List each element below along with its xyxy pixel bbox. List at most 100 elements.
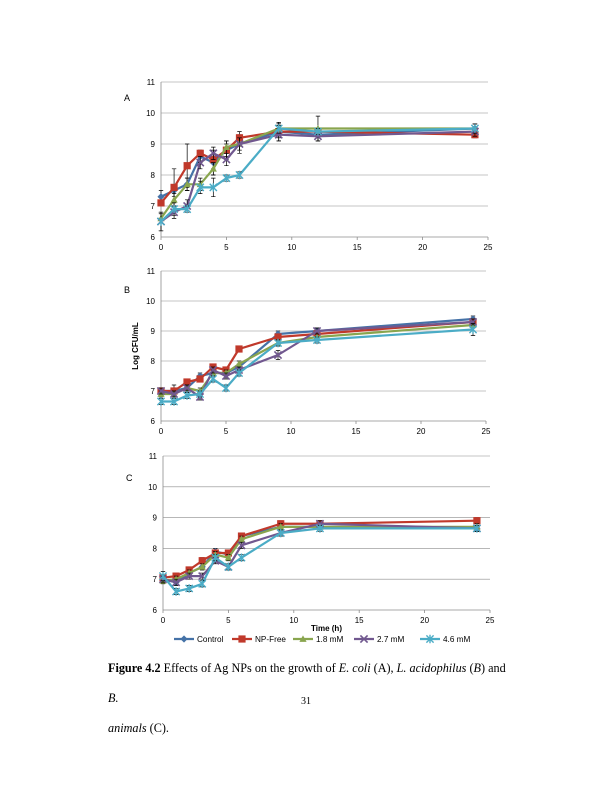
data-point — [198, 563, 206, 570]
x-tick-label: 5 — [224, 427, 229, 436]
data-point — [235, 345, 243, 353]
y-tick-label: 7 — [151, 387, 156, 396]
data-point — [221, 371, 231, 381]
data-point — [171, 587, 181, 596]
series-line — [162, 525, 477, 582]
data-point — [237, 553, 246, 562]
data-point — [237, 535, 246, 543]
data-point — [237, 541, 246, 550]
data-point — [234, 368, 244, 378]
chart-panel-C: 6 7 8 9 10 11 0 5 10 15 20 25 C Time (h) — [126, 452, 495, 633]
y-tick-label: 6 — [151, 233, 156, 242]
data-point — [312, 326, 322, 336]
data-point — [198, 579, 207, 589]
legend-label: 1.8 mM — [316, 635, 343, 644]
series-line — [161, 328, 474, 403]
data-point — [235, 170, 244, 180]
y-tick-label: 11 — [147, 267, 156, 276]
caption-label: Figure 4.2 — [108, 661, 161, 675]
series-4-6-mm — [158, 524, 482, 596]
x-tick-label: 20 — [420, 616, 429, 625]
data-point — [472, 524, 482, 533]
data-point — [222, 143, 230, 150]
data-point — [315, 524, 325, 533]
data-point — [224, 549, 232, 557]
data-point — [274, 124, 283, 133]
y-tick-label: 9 — [153, 514, 158, 523]
data-point — [183, 378, 191, 386]
legend-marker — [180, 635, 188, 643]
series-line — [160, 130, 475, 204]
data-point — [171, 578, 181, 587]
x-tick-label: 5 — [226, 616, 231, 625]
panel-label: B — [124, 285, 130, 295]
figure-caption: Figure 4.2 Effects of Ag NPs on the grow… — [108, 653, 518, 743]
data-point — [157, 199, 165, 207]
caption-text: (A), — [370, 661, 397, 675]
series-line — [162, 525, 477, 584]
data-point — [170, 196, 178, 203]
data-point — [470, 124, 480, 133]
y-tick-label: 6 — [153, 606, 158, 615]
data-point — [196, 149, 204, 157]
x-tick-label: 25 — [484, 243, 493, 252]
series-line — [162, 527, 477, 593]
data-point — [182, 391, 192, 400]
data-point — [170, 183, 178, 191]
data-point — [156, 397, 166, 406]
data-point — [276, 528, 285, 538]
y-tick-label: 8 — [151, 357, 156, 366]
y-tick-label: 8 — [153, 544, 158, 553]
data-point — [156, 217, 166, 226]
data-point — [157, 193, 165, 201]
series-2-7-mm — [156, 317, 478, 402]
data-point — [209, 183, 218, 192]
y-axis-title: Log CFU/mL — [131, 322, 140, 370]
data-point — [184, 571, 194, 581]
series-4-6-mm — [156, 123, 480, 232]
legend-item: Control — [174, 635, 224, 644]
legend-label: 2.7 mM — [377, 635, 404, 644]
data-point — [274, 333, 282, 341]
caption-text: ) and — [480, 661, 506, 675]
x-tick-label: 0 — [159, 427, 164, 436]
data-point — [183, 204, 192, 214]
caption-organism: L. acidophilus — [396, 661, 467, 675]
y-tick-label: 10 — [146, 297, 155, 306]
caption-panel: B — [473, 661, 481, 675]
data-point — [169, 389, 179, 399]
data-point — [196, 375, 204, 383]
legend-marker — [299, 635, 307, 642]
data-point — [182, 383, 192, 393]
data-point — [196, 183, 205, 192]
x-tick-label: 15 — [352, 427, 361, 436]
legend-marker — [238, 635, 246, 643]
data-point — [198, 557, 206, 565]
x-tick-label: 0 — [159, 243, 164, 252]
y-tick-label: 9 — [151, 140, 156, 149]
data-point — [224, 562, 233, 572]
data-point — [235, 139, 244, 149]
data-point — [183, 180, 191, 188]
data-point — [209, 165, 217, 172]
caption-organism: B. — [108, 691, 119, 705]
data-point — [273, 338, 283, 348]
panel-label: A — [124, 93, 130, 103]
x-tick-label: 20 — [418, 243, 427, 252]
legend-label: Control — [197, 635, 224, 644]
data-point — [196, 158, 205, 167]
series-line — [162, 522, 477, 584]
data-point — [209, 149, 218, 158]
legend-item: 4.6 mM — [420, 634, 470, 644]
legend-item: 1.8 mM — [293, 635, 343, 644]
y-tick-label: 11 — [147, 78, 156, 87]
data-point — [169, 397, 179, 406]
x-tick-label: 10 — [287, 427, 296, 436]
series-line — [160, 127, 475, 223]
legend-marker — [359, 634, 369, 644]
data-point — [185, 584, 194, 593]
legend-item: 2.7 mM — [354, 634, 404, 644]
series-line — [162, 519, 477, 579]
chart-panel-B: 6 7 8 9 10 11 0 5 10 15 20 25 B Log CFU/mL — [124, 267, 491, 436]
caption-text: Effects of Ag NPs on the growth of — [160, 661, 339, 675]
